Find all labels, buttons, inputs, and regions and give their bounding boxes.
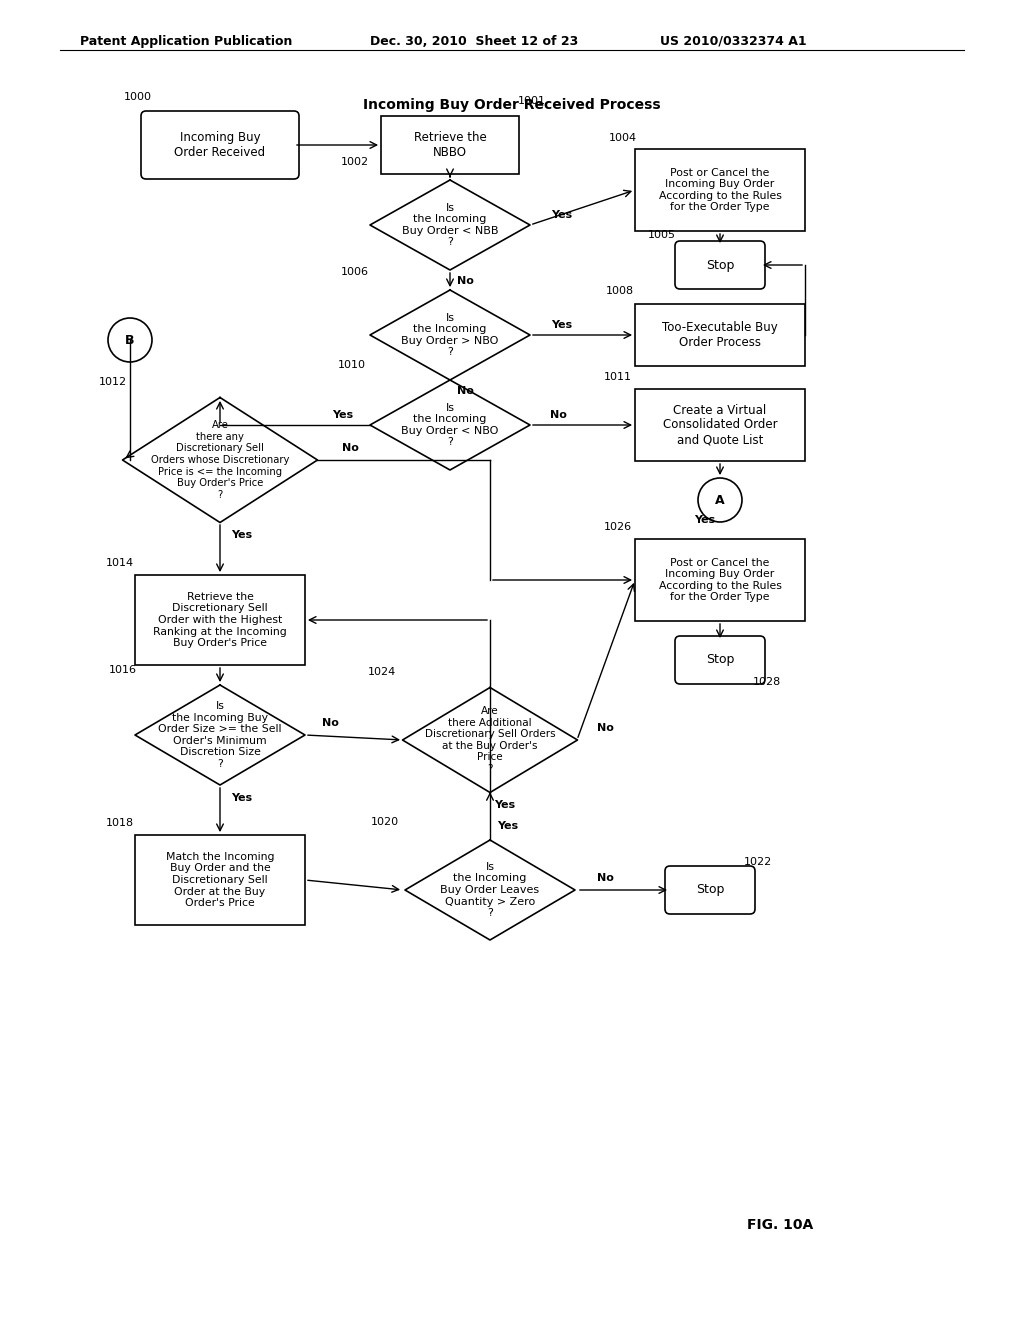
- FancyBboxPatch shape: [635, 389, 805, 461]
- FancyBboxPatch shape: [635, 539, 805, 620]
- Polygon shape: [406, 840, 575, 940]
- Text: No: No: [457, 276, 473, 286]
- FancyBboxPatch shape: [675, 636, 765, 684]
- FancyBboxPatch shape: [135, 836, 305, 925]
- Text: Yes: Yes: [333, 411, 353, 420]
- Text: Incoming Buy
Order Received: Incoming Buy Order Received: [174, 131, 265, 158]
- Text: 1012: 1012: [99, 378, 127, 387]
- Text: 1018: 1018: [105, 818, 134, 828]
- Text: No: No: [457, 385, 473, 396]
- FancyBboxPatch shape: [635, 304, 805, 366]
- Text: Is
the Incoming
Buy Order < NBB
?: Is the Incoming Buy Order < NBB ?: [401, 202, 499, 247]
- Text: Stop: Stop: [696, 883, 724, 896]
- Text: Are
there any
Discretionary Sell
Orders whose Discretionary
Price is <= the Inco: Are there any Discretionary Sell Orders …: [151, 420, 289, 500]
- Text: 1022: 1022: [743, 857, 772, 867]
- Text: Yes: Yes: [694, 515, 716, 525]
- Text: 1001: 1001: [518, 96, 546, 106]
- Circle shape: [108, 318, 152, 362]
- FancyBboxPatch shape: [665, 866, 755, 913]
- Text: Post or Cancel the
Incoming Buy Order
According to the Rules
for the Order Type: Post or Cancel the Incoming Buy Order Ac…: [658, 168, 781, 213]
- Polygon shape: [370, 180, 530, 271]
- FancyBboxPatch shape: [141, 111, 299, 180]
- Circle shape: [698, 478, 742, 521]
- FancyBboxPatch shape: [675, 242, 765, 289]
- FancyBboxPatch shape: [635, 149, 805, 231]
- Text: Is
the Incoming
Buy Order < NBO
?: Is the Incoming Buy Order < NBO ?: [401, 403, 499, 447]
- Text: Create a Virtual
Consolidated Order
and Quote List: Create a Virtual Consolidated Order and …: [663, 404, 777, 446]
- Text: 1026: 1026: [604, 521, 632, 532]
- FancyBboxPatch shape: [381, 116, 519, 174]
- Text: 1005: 1005: [648, 230, 676, 240]
- Text: 1020: 1020: [371, 817, 399, 828]
- Text: FIG. 10A: FIG. 10A: [746, 1218, 813, 1232]
- Text: No: No: [322, 718, 339, 729]
- Text: Yes: Yes: [231, 793, 253, 803]
- Text: 1028: 1028: [753, 677, 781, 686]
- Text: Is
the Incoming
Buy Order > NBO
?: Is the Incoming Buy Order > NBO ?: [401, 313, 499, 358]
- Text: Too-Executable Buy
Order Process: Too-Executable Buy Order Process: [663, 321, 778, 348]
- Text: Yes: Yes: [498, 821, 518, 832]
- Polygon shape: [370, 290, 530, 380]
- Text: No: No: [597, 873, 613, 883]
- Text: 1000: 1000: [124, 92, 152, 102]
- Polygon shape: [402, 688, 578, 792]
- Polygon shape: [135, 685, 305, 785]
- Text: 1014: 1014: [105, 558, 134, 568]
- Text: Is
the Incoming
Buy Order Leaves
Quantity > Zero
?: Is the Incoming Buy Order Leaves Quantit…: [440, 862, 540, 919]
- Polygon shape: [370, 380, 530, 470]
- Text: Post or Cancel the
Incoming Buy Order
According to the Rules
for the Order Type: Post or Cancel the Incoming Buy Order Ac…: [658, 557, 781, 602]
- Text: 1004: 1004: [609, 133, 637, 143]
- Text: Are
there Additional
Discretionary Sell Orders
at the Buy Order's
Price
?: Are there Additional Discretionary Sell …: [425, 706, 555, 774]
- Text: Dec. 30, 2010  Sheet 12 of 23: Dec. 30, 2010 Sheet 12 of 23: [370, 36, 579, 48]
- Text: 1024: 1024: [368, 667, 396, 677]
- Text: Patent Application Publication: Patent Application Publication: [80, 36, 293, 48]
- Text: 1016: 1016: [109, 665, 137, 675]
- Text: 1008: 1008: [606, 286, 634, 296]
- Text: 1011: 1011: [604, 372, 632, 381]
- Text: Stop: Stop: [706, 259, 734, 272]
- Text: Yes: Yes: [495, 800, 515, 810]
- Text: Match the Incoming
Buy Order and the
Discretionary Sell
Order at the Buy
Order's: Match the Incoming Buy Order and the Dis…: [166, 851, 274, 908]
- Text: US 2010/0332374 A1: US 2010/0332374 A1: [660, 36, 807, 48]
- Text: Yes: Yes: [552, 210, 572, 220]
- Text: A: A: [715, 494, 725, 507]
- Text: B: B: [125, 334, 135, 346]
- Text: 1002: 1002: [341, 157, 369, 168]
- Text: 1006: 1006: [341, 267, 369, 277]
- Text: Retrieve the
Discretionary Sell
Order with the Highest
Ranking at the Incoming
B: Retrieve the Discretionary Sell Order wi…: [154, 591, 287, 648]
- Text: Stop: Stop: [706, 653, 734, 667]
- Text: No: No: [550, 411, 566, 420]
- Text: Yes: Yes: [552, 319, 572, 330]
- Text: Incoming Buy Order Received Process: Incoming Buy Order Received Process: [364, 98, 660, 112]
- Polygon shape: [123, 397, 317, 523]
- Text: Yes: Yes: [231, 531, 253, 540]
- Text: 1010: 1010: [338, 360, 366, 370]
- FancyBboxPatch shape: [135, 576, 305, 665]
- Text: No: No: [342, 444, 358, 453]
- Text: Retrieve the
NBBO: Retrieve the NBBO: [414, 131, 486, 158]
- Text: No: No: [597, 723, 613, 733]
- Text: Is
the Incoming Buy
Order Size >= the Sell
Order's Minimum
Discretion Size
?: Is the Incoming Buy Order Size >= the Se…: [159, 701, 282, 770]
